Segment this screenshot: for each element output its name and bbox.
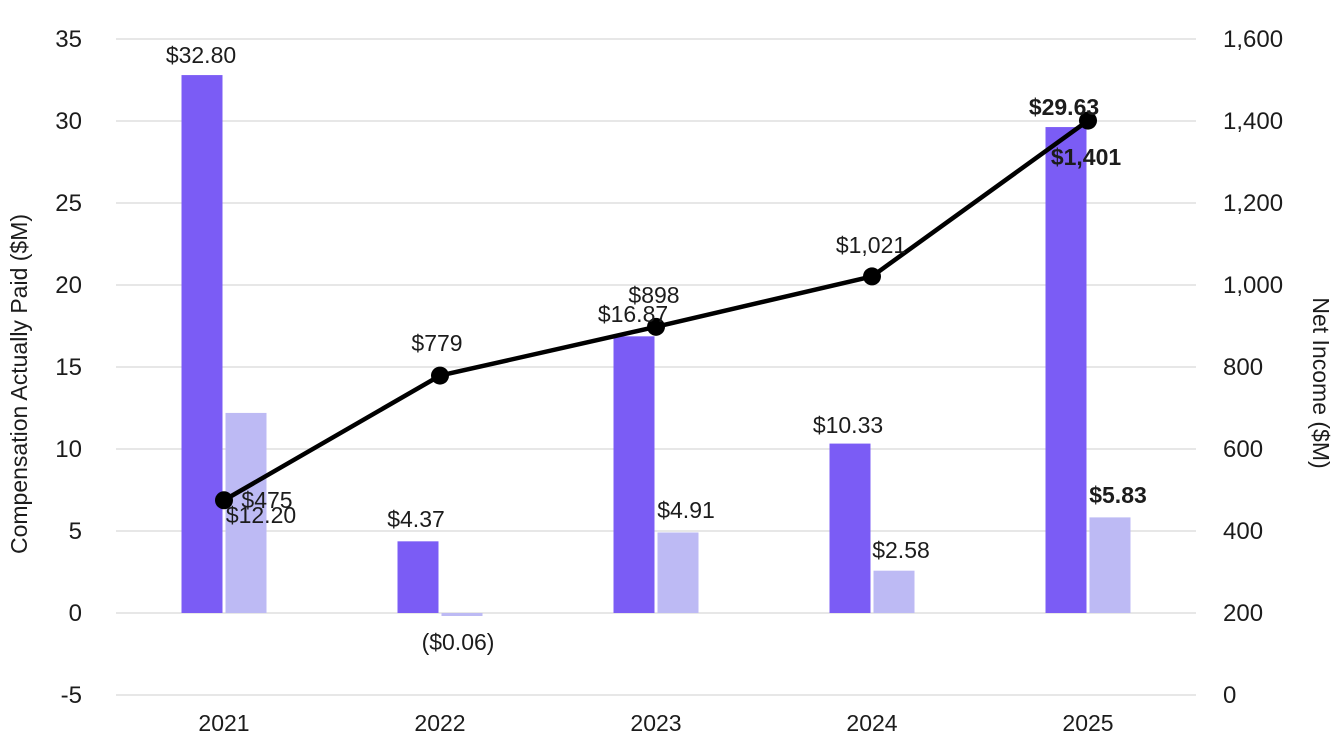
comp-paid-dark-bars-2025[interactable] [1045,127,1087,614]
right-axis-title: Net Income ($M) [1308,297,1334,468]
net-income-line-point-2024[interactable] [863,267,881,286]
right-axis-tick-1400: 1,400 [1223,108,1283,135]
comp-paid-dark-bars-label-2024: $10.33 [813,412,883,438]
comp-paid-dark-bars-2024[interactable] [829,443,871,613]
comp-paid-light-bars-label-2023: $4.91 [657,497,715,523]
net-income-line-label-2025: $1,401 [1051,144,1122,170]
comp-paid-light-bars-2023[interactable] [657,532,699,613]
x-axis-label-2022: 2022 [414,710,465,736]
right-axis-tick-600: 600 [1223,436,1263,463]
comp-paid-dark-bars-label-2021: $32.80 [166,42,236,68]
comp-paid-dark-bars-label-2025: $29.63 [1029,94,1099,120]
net-income-line-point-2025[interactable] [1079,111,1097,130]
comp-paid-light-bars-2022[interactable] [441,613,483,616]
net-income-line-label-2024: $1,021 [836,232,906,258]
comp-paid-dark-bars-label-2022: $4.37 [387,506,445,532]
left-axis-tick-20: 20 [55,272,82,299]
net-income-line-point-2023[interactable] [647,317,665,336]
comp-paid-dark-bars-2023[interactable] [613,336,655,613]
comp-paid-light-bars-2021[interactable] [225,412,267,613]
net-income-line-label-2023: $898 [628,282,679,308]
comp-paid-dark-bars-label-2023: $16.87 [598,301,668,327]
comp-paid-light-bars-label-2024: $2.58 [872,537,930,563]
right-axis-tick-1600: 1,600 [1223,26,1283,53]
right-axis-tick-1200: 1,200 [1223,190,1283,217]
comp-paid-dark-bars-2022[interactable] [397,541,439,613]
right-axis-tick-1000: 1,000 [1223,272,1283,299]
net-income-line-point-2022[interactable] [431,366,449,385]
comp-paid-dark-bars-2021[interactable] [181,75,223,613]
x-axis-label-2021: 2021 [198,710,249,736]
left-axis-tick-5: 5 [69,518,82,545]
comp-paid-light-bars-2025[interactable] [1089,517,1131,613]
comp-paid-light-bars-label-2021: $12.20 [226,502,296,528]
net-income-line-point-2021[interactable] [215,491,233,510]
comp-paid-light-bars-2024[interactable] [873,570,915,613]
left-axis-tick-35: 35 [55,26,82,53]
right-axis-tick-800: 800 [1223,354,1263,381]
x-axis-label-2025: 2025 [1062,710,1113,736]
right-axis-tick-200: 200 [1223,600,1263,627]
right-axis-tick-400: 400 [1223,518,1263,545]
left-axis-tick-10: 10 [55,436,82,463]
left-axis-tick-15: 15 [55,354,82,381]
left-axis-title: Compensation Actually Paid ($M) [6,214,32,554]
left-axis-tick-25: 25 [55,190,82,217]
left-axis-tick-30: 30 [55,108,82,135]
right-axis-tick-0: 0 [1223,682,1236,709]
comp-paid-light-bars-label-2022: ($0.06) [422,629,495,655]
net-income-line-label-2022: $779 [411,330,462,356]
left-axis-tick-0: 0 [69,600,82,627]
left-axis-tick--5: -5 [61,682,82,709]
x-axis-label-2023: 2023 [630,710,681,736]
comp-paid-light-bars-label-2025: $5.83 [1089,482,1147,508]
net-income-line-label-2021: $475 [241,487,292,513]
x-axis-label-2024: 2024 [846,710,897,736]
